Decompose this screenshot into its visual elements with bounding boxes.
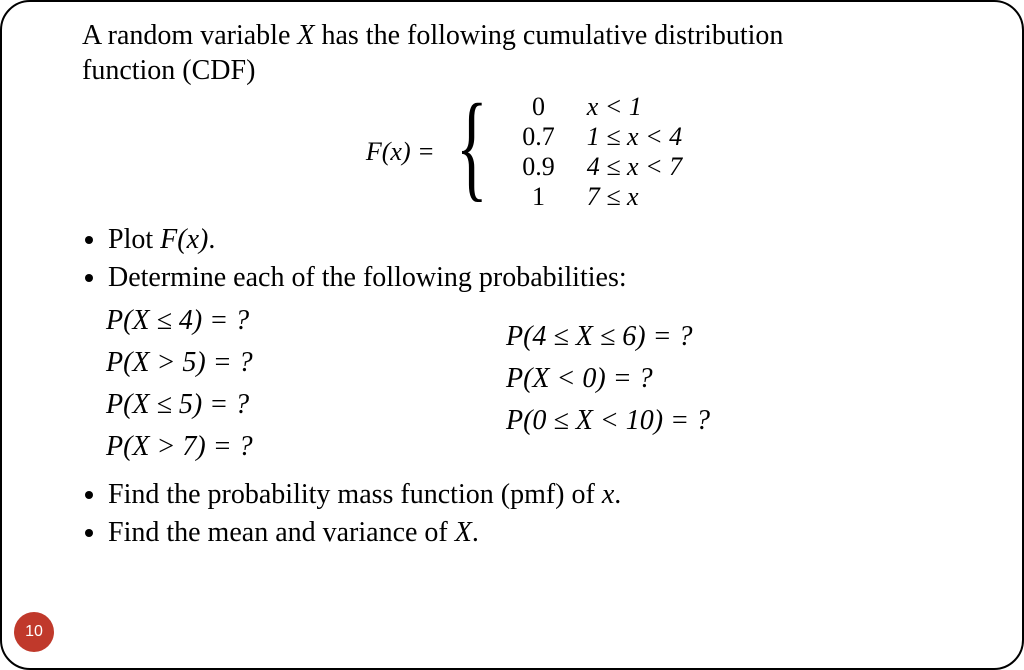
prob-item: P(X < 0) = ?: [506, 363, 710, 395]
task-pmf: Find the probability mass function (pmf)…: [108, 477, 982, 513]
task-mean-var: Find the mean and variance of X.: [108, 515, 982, 551]
prob-item: P(0 ≤ X < 10) = ?: [506, 405, 710, 437]
task-plot-fx: F(x): [160, 224, 208, 255]
task-list-bottom: Find the probability mass function (pmf)…: [82, 477, 982, 552]
piecewise-table: 0 x < 1 0.7 1 ≤ x < 4 0.9 4 ≤ x < 7 1 7 …: [506, 92, 698, 212]
task-mv-c: .: [472, 517, 479, 548]
task-plot-a: Plot: [108, 224, 160, 255]
probabilities-right-column: P(4 ≤ X ≤ 6) = ? P(X < 0) = ? P(0 ≤ X < …: [506, 321, 710, 473]
task-list-top: Plot F(x). Determine each of the followi…: [82, 222, 982, 297]
prob-item: P(4 ≤ X ≤ 6) = ?: [506, 321, 710, 353]
piecewise-row: 0.9 4 ≤ x < 7: [506, 152, 698, 182]
piecewise-value: 0.7: [506, 122, 571, 152]
intro-variable: X: [297, 20, 314, 51]
task-determine: Determine each of the following probabil…: [108, 260, 982, 296]
prob-item: P(X > 5) = ?: [106, 347, 506, 379]
probabilities-left-column: P(X ≤ 4) = ? P(X > 5) = ? P(X ≤ 5) = ? P…: [106, 305, 506, 473]
piecewise-condition: 7 ≤ x: [571, 182, 698, 212]
piecewise-row: 0 x < 1: [506, 92, 698, 122]
task-plot: Plot F(x).: [108, 222, 982, 258]
intro-text: A random variable X has the following cu…: [82, 18, 982, 88]
piecewise-value: 1: [506, 182, 571, 212]
piecewise-condition: 1 ≤ x < 4: [571, 122, 698, 152]
task-mv-var: X: [455, 517, 472, 548]
probabilities-block: P(X ≤ 4) = ? P(X > 5) = ? P(X ≤ 5) = ? P…: [106, 305, 982, 473]
prob-item: P(X > 7) = ?: [106, 431, 506, 463]
task-pmf-c: .: [614, 479, 621, 510]
task-pmf-var: x: [602, 479, 614, 510]
page-number-badge: 10: [14, 612, 54, 652]
task-pmf-a: Find the probability mass function (pmf)…: [108, 479, 602, 510]
intro-line2: function (CDF): [82, 55, 255, 86]
piecewise-value: 0: [506, 92, 571, 122]
intro-line1b: has the following cumulative distributio…: [314, 20, 783, 51]
piecewise-value: 0.9: [506, 152, 571, 182]
piecewise-condition: 4 ≤ x < 7: [571, 152, 698, 182]
cdf-definition: F(x) = { 0 x < 1 0.7 1 ≤ x < 4 0.9 4 ≤ x…: [82, 92, 982, 212]
task-plot-c: .: [208, 224, 215, 255]
piecewise-row: 0.7 1 ≤ x < 4: [506, 122, 698, 152]
fx-label: F(x) =: [366, 137, 435, 167]
piecewise-row: 1 7 ≤ x: [506, 182, 698, 212]
left-brace: {: [456, 92, 488, 200]
prob-item: P(X ≤ 4) = ?: [106, 305, 506, 337]
prob-item: P(X ≤ 5) = ?: [106, 389, 506, 421]
slide-frame: A random variable X has the following cu…: [0, 0, 1024, 670]
task-mv-a: Find the mean and variance of: [108, 517, 455, 548]
intro-line1a: A random variable: [82, 20, 297, 51]
piecewise-condition: x < 1: [571, 92, 698, 122]
